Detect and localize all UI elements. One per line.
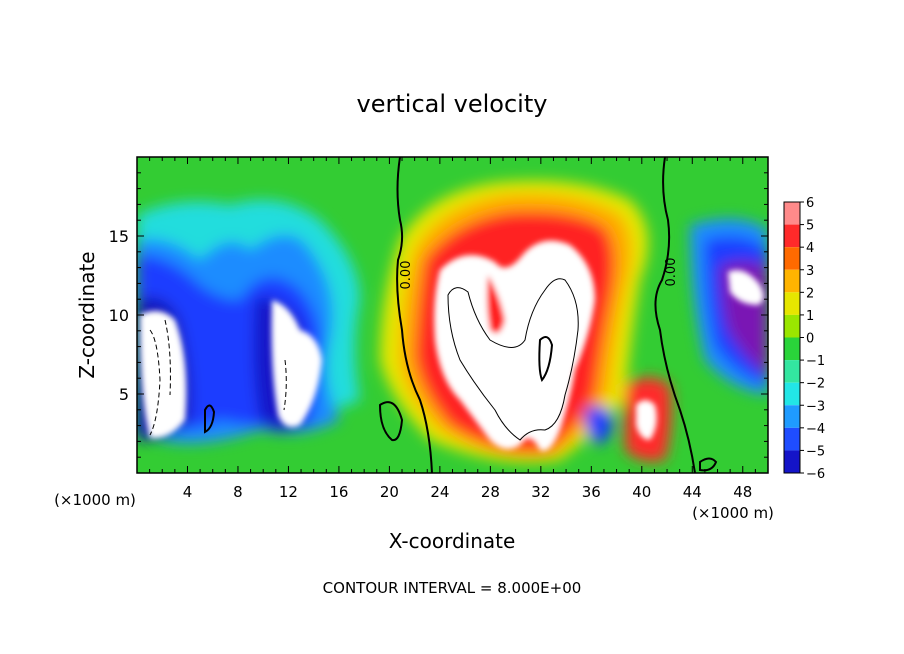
x-tick-label: 16 (329, 483, 348, 501)
y-tick-label: 15 (109, 227, 129, 246)
x-tick-label: 44 (683, 483, 702, 501)
contours (149, 157, 718, 473)
colorbar-tick-label: 0 (806, 332, 814, 347)
colorbar-tick-label: −4 (806, 422, 825, 437)
updraft-contour (447, 278, 579, 441)
colorbar-tick-label: 6 (806, 196, 814, 211)
colorbar-segment (784, 450, 800, 473)
colorbar-segment (784, 382, 800, 406)
colorbar-tick-label: 5 (806, 219, 814, 234)
downdraft-core-left (140, 311, 187, 439)
x-axis-ticks: 4 8 12 16 20 24 28 32 36 40 44 48 (149, 157, 756, 501)
x-axis-label: X-coordinate (389, 529, 516, 553)
contour-label-left: 0.00 (399, 261, 414, 290)
downdraft-dashed-contour-left (149, 329, 161, 436)
colorbar-segment (784, 314, 800, 338)
y-axis-label: Z-coordinate (75, 251, 99, 378)
colorbar-tick-label: −6 (806, 467, 825, 482)
small-contour-a (204, 404, 216, 434)
colorbar-tick-label: 3 (806, 264, 814, 279)
colorbar-segment (784, 405, 800, 428)
x-tick-label: 36 (582, 483, 601, 501)
colorbar-tick-label: −2 (806, 377, 825, 392)
colorbar-tick-label: 4 (806, 241, 814, 256)
x-tick-label: 40 (632, 483, 651, 501)
colorbar-tick-label: 1 (806, 309, 814, 324)
x-tick-label: 12 (279, 483, 298, 501)
colorbar-segment (784, 247, 800, 270)
blue-pocket (585, 406, 613, 445)
colorbar-segment (784, 337, 800, 361)
extreme-regions (140, 240, 764, 451)
x-tick-label: 24 (430, 483, 449, 501)
zero-contour-left (396, 157, 433, 473)
colorbar: 6 5 4 3 2 1 0 −1 −2 −3 −4 −5 −6 (783, 196, 825, 482)
x-unit-left: (×1000 m) (54, 491, 136, 509)
chart-title: vertical velocity (357, 90, 548, 118)
downdraft-core-right (728, 270, 764, 305)
footer-contour-interval: CONTOUR INTERVAL = 8.000E+00 (323, 579, 582, 597)
updraft-inner-contour (538, 335, 554, 382)
colorbar-segment (784, 427, 800, 451)
x-tick-label: 48 (733, 483, 752, 501)
white-cell-right (636, 400, 657, 440)
colorbar-tick-label: −5 (806, 444, 825, 459)
downdraft-dashed-contour-mid (283, 359, 287, 411)
x-tick-label: 4 (183, 483, 193, 501)
downdraft-core-mid (271, 300, 322, 428)
zero-contour-right (654, 157, 696, 473)
x-tick-label: 20 (380, 483, 399, 501)
y-tick-label: 5 (119, 385, 129, 404)
contour-label-right: 0.00 (664, 258, 679, 287)
y-axis-ticks: 5 10 15 (109, 172, 768, 458)
x-unit-right: (×1000 m) (692, 504, 774, 522)
colorbar-segment (784, 224, 800, 248)
colorbar-segment (784, 202, 800, 225)
colorbar-tick-label: 2 (806, 286, 814, 301)
small-contour-c (699, 457, 718, 472)
downdraft-dashed-contour-left2 (164, 319, 171, 396)
small-contour-b (378, 401, 404, 442)
x-tick-label: 32 (531, 483, 550, 501)
updraft-core (434, 240, 595, 451)
plot-area: 0.00 0.00 (137, 157, 768, 473)
colorbar-tick-label: −3 (806, 399, 825, 414)
x-tick-label: 28 (481, 483, 500, 501)
colorbar-segment (784, 360, 800, 383)
y-tick-label: 10 (109, 306, 129, 325)
x-tick-label: 8 (233, 483, 243, 501)
colorbar-segment (784, 269, 800, 293)
colorbar-tick-label: −1 (806, 354, 825, 369)
updraft-notch (486, 275, 505, 334)
colorbar-segment (784, 292, 800, 315)
